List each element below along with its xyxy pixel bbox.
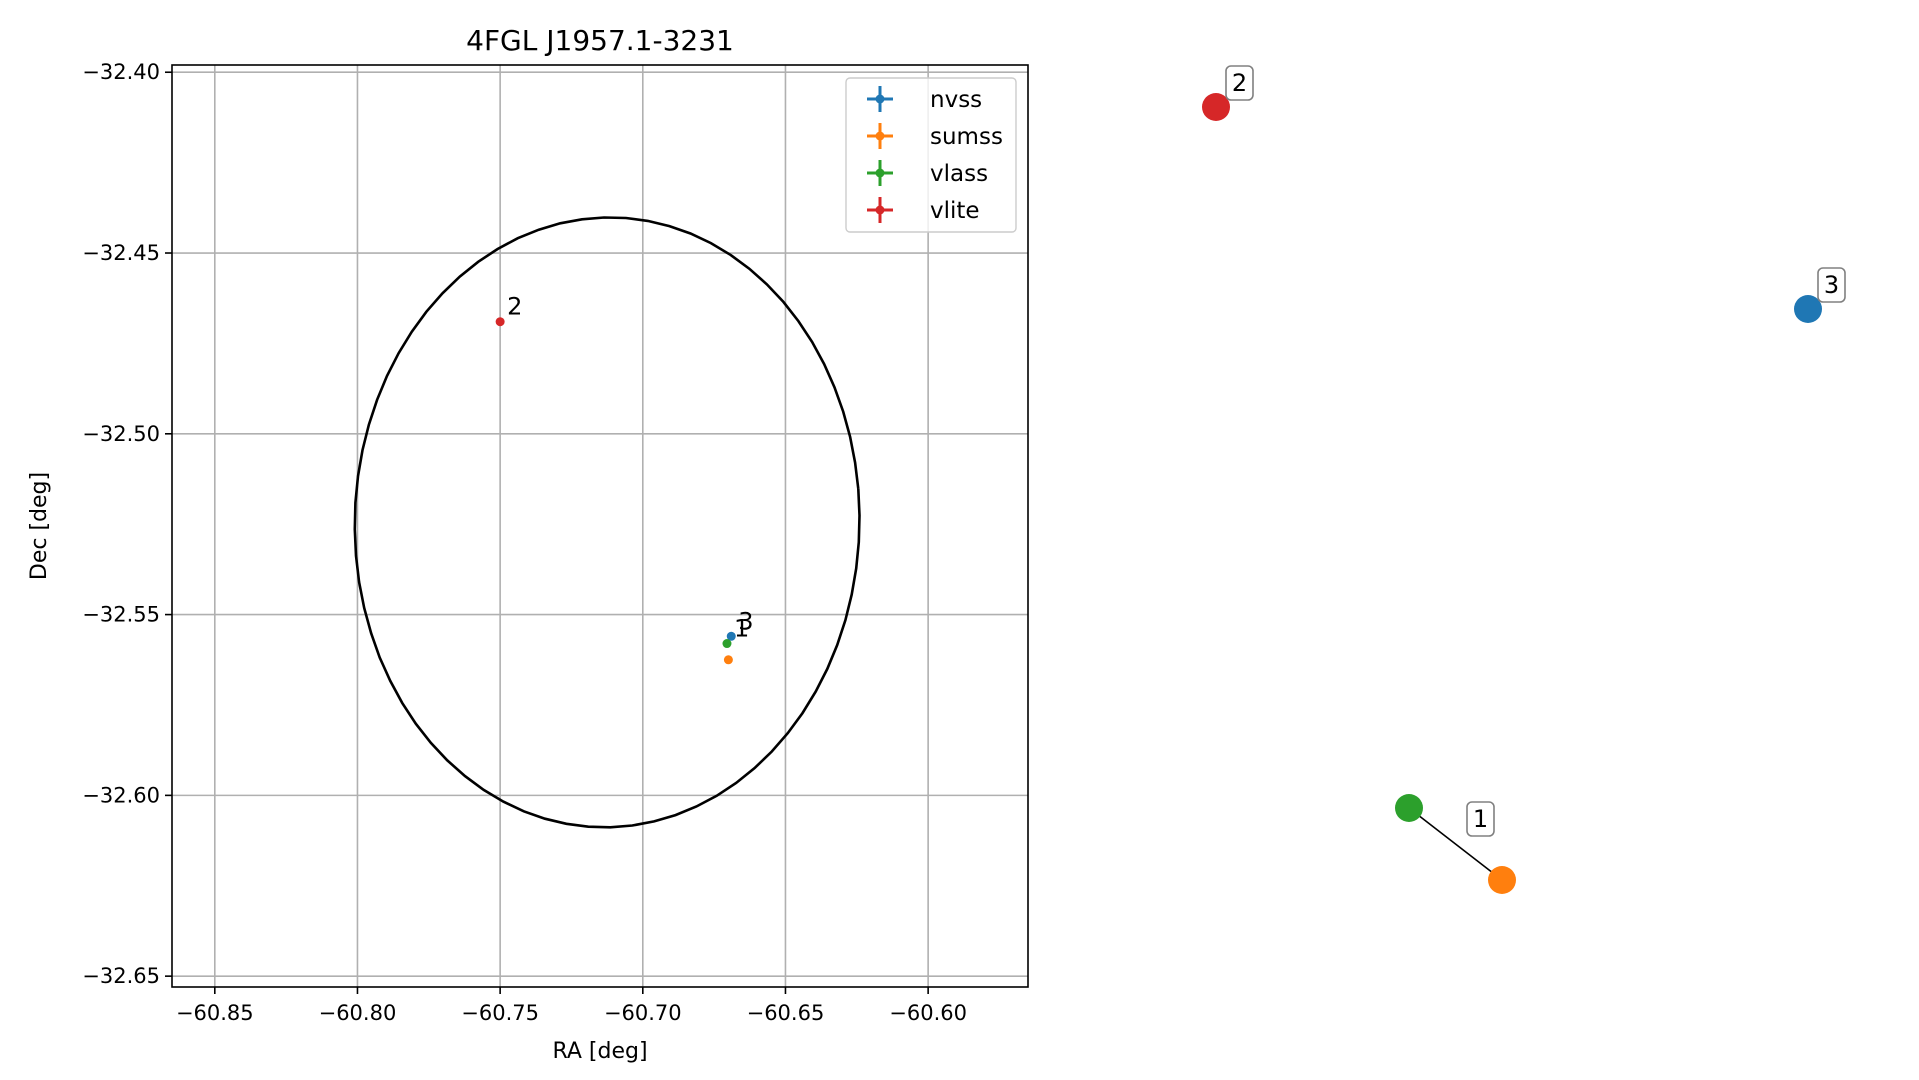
- x-tick-label: −60.70: [604, 1001, 682, 1025]
- legend-label-vlite: vlite: [930, 198, 980, 224]
- legend-dot-vlass: [875, 168, 885, 178]
- plot-frame: [171, 64, 1029, 988]
- y-tick-label: −32.65: [82, 964, 160, 988]
- graph-label-1-text: 1: [1473, 805, 1488, 833]
- graph-node-vlass: [1395, 794, 1423, 822]
- graph-label-1: 1: [1466, 801, 1495, 837]
- x-tick-label: −60.65: [747, 1001, 825, 1025]
- legend-dot-nvss: [875, 94, 885, 104]
- point-vlite: [495, 317, 505, 327]
- x-tick-label: −60.85: [176, 1001, 254, 1025]
- point-annotation: 2: [507, 293, 522, 321]
- localization-ellipse: [353, 216, 861, 829]
- legend: nvss sumss vlass vlite: [845, 77, 1017, 233]
- graph-node-vlite: [1202, 93, 1230, 121]
- graph-label-3: 3: [1817, 267, 1846, 303]
- y-tick-label: −32.60: [82, 783, 160, 807]
- source-annotations: 31 2: [507, 293, 753, 643]
- y-tick-label: −32.45: [82, 241, 160, 265]
- point-sumss: [723, 655, 733, 665]
- legend-dot-sumss: [875, 131, 885, 141]
- x-axis-label: RA [deg]: [552, 1039, 647, 1064]
- x-tick-label: −60.75: [461, 1001, 539, 1025]
- graph-label-2: 2: [1225, 65, 1254, 101]
- y-tick-label: −32.40: [82, 60, 160, 84]
- y-tick-label: −32.50: [82, 422, 160, 446]
- legend-label-sumss: sumss: [930, 124, 1003, 150]
- graph-edge-vlass-sumss: [1408, 807, 1503, 881]
- point-nvss: [726, 631, 736, 641]
- graph-label-3-text: 3: [1824, 271, 1839, 299]
- legend-label-nvss: nvss: [930, 87, 982, 113]
- association-graph: 2 3 1: [1202, 65, 1846, 894]
- graph-node-nvss: [1794, 295, 1822, 323]
- sky-plot: 4FGL J1957.1-3231 31 2 −60.85 −60.80 −60.75…: [27, 24, 1029, 1064]
- source-points: [495, 317, 736, 665]
- chart-title: 4FGL J1957.1-3231: [466, 24, 734, 57]
- point-annotation: 1: [734, 615, 749, 643]
- graph-label-2-text: 2: [1232, 69, 1247, 97]
- legend-frame: [845, 77, 1017, 233]
- legend-entries: nvss sumss vlass vlite: [867, 86, 1003, 224]
- y-axis-label: Dec [deg]: [27, 472, 52, 580]
- y-axis-ticks: −32.40 −32.45 −32.50 −32.55 −32.60 −32.65: [82, 60, 172, 988]
- legend-dot-vlite: [875, 205, 885, 215]
- point-annotation: 3: [738, 607, 753, 635]
- y-tick-label: −32.55: [82, 603, 160, 627]
- legend-label-vlass: vlass: [930, 161, 988, 187]
- localization-ellipse-line: [353, 216, 861, 829]
- point-vlass: [722, 639, 732, 649]
- x-axis-ticks: −60.85 −60.80 −60.75 −60.70 −60.65 −60.60: [176, 987, 967, 1025]
- x-tick-label: −60.80: [319, 1001, 397, 1025]
- graph-node-sumss: [1488, 866, 1516, 894]
- x-tick-label: −60.60: [889, 1001, 967, 1025]
